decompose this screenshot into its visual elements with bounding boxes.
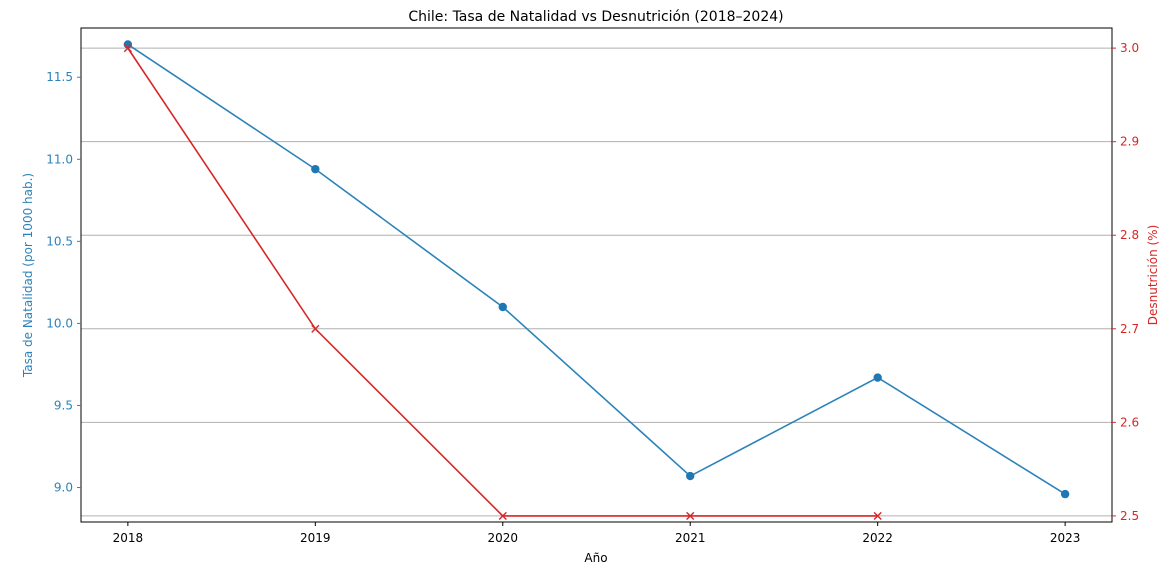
left-axis-label: Tasa de Natalidad (por 1000 hab.) [21,173,35,378]
left-tick-label-2: 10.0 [46,316,73,330]
series-0-point-4 [873,373,882,382]
series-0-point-1 [311,164,320,174]
left-tick-label-0: 9.0 [54,481,73,495]
x-tick-label-1: 2019 [300,531,331,545]
series-0-point-3 [686,471,695,481]
left-tick-label-4: 11.0 [46,152,73,166]
series-0-point-5 [1060,489,1070,499]
right-tick-label-5: 3.0 [1120,41,1139,55]
x-axis-label: Año [584,551,607,565]
plot-frame [80,27,1113,523]
right-tick-label-0: 2.5 [1120,509,1139,523]
series-0-point-2 [498,302,507,312]
axes-layer: 2018 2019 2020 2021 2022 2023 9.0 9.5 10.0 10.5 11… [46,41,1139,545]
series-layer [123,40,1070,521]
x-tick-label-0: 2018 [113,531,144,545]
x-tick-label-4: 2022 [862,531,893,545]
right-axis-label: Desnutrición (%) [1146,225,1160,326]
left-tick-label-1: 9.5 [54,398,73,412]
series-0-line [127,43,1066,495]
series-1-point-1 [311,324,320,333]
right-tick-label-2: 2.7 [1120,322,1139,336]
left-tick-label-3: 10.5 [46,234,73,248]
right-tick-label-4: 2.9 [1120,135,1139,149]
series-1-point-0 [123,44,132,53]
right-tick-label-3: 2.8 [1120,228,1139,242]
series-1-point-4 [873,511,882,521]
series-1-point-2 [498,511,507,521]
right-tick-label-1: 2.6 [1120,415,1139,429]
left-tick-label-5: 11.5 [46,70,73,84]
chart-title: Chile: Tasa de Natalidad vs Desnutrición… [408,9,783,25]
series-1-point-3 [686,511,695,521]
x-tick-label-3: 2021 [675,531,706,545]
x-tick-label-5: 2023 [1050,531,1081,545]
x-tick-label-2: 2020 [487,531,518,545]
